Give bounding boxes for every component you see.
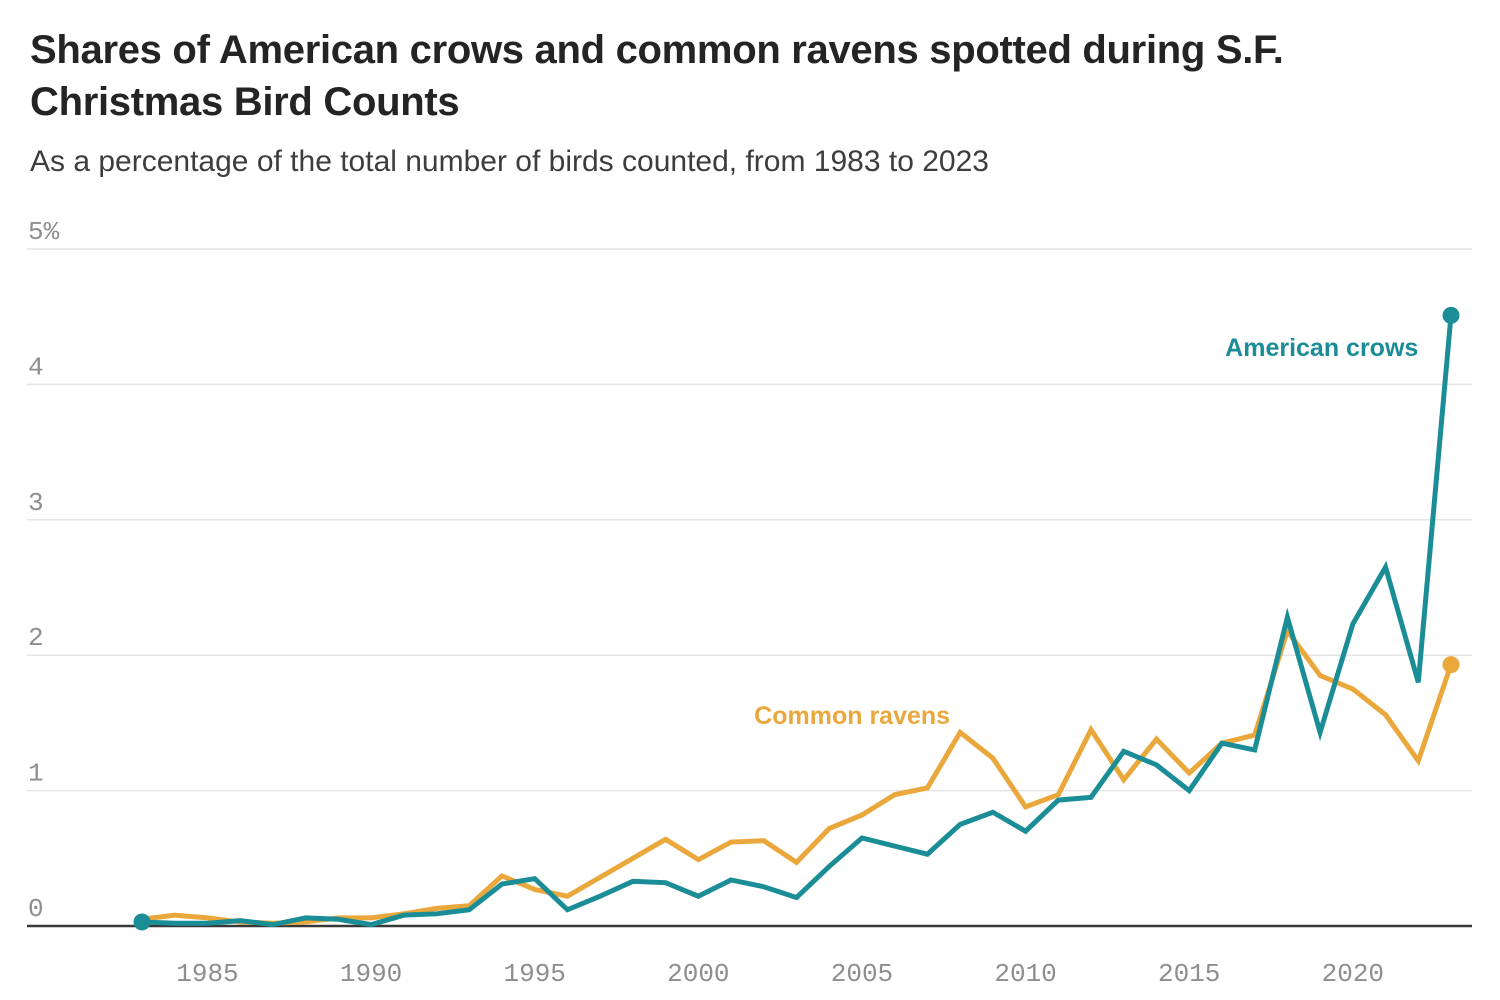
label-american-crows: American crows	[1225, 334, 1418, 362]
y-tick-label: 3	[28, 488, 44, 518]
y-tick-label: 5%	[28, 217, 60, 247]
chart-subtitle: As a percentage of the total number of b…	[30, 145, 989, 178]
x-tick-label: 1990	[340, 959, 402, 989]
x-tick-label: 2000	[667, 959, 729, 989]
x-tick-label: 2005	[831, 959, 893, 989]
line-common-ravens	[139, 625, 1454, 926]
y-tick-label: 4	[28, 352, 44, 382]
x-tick-label: 2020	[1322, 959, 1384, 989]
y-tick-label: 2	[28, 623, 44, 653]
end-dot-american-crows	[1442, 306, 1460, 324]
end-dot-common-ravens	[1442, 656, 1460, 674]
x-tick-label: 1985	[176, 959, 238, 989]
start-dot-american-crows	[133, 913, 151, 931]
chart-header: Shares of American crows and common rave…	[30, 24, 1380, 180]
x-tick-label: 1995	[503, 959, 565, 989]
y-tick-label: 0	[28, 894, 44, 924]
x-tick-label: 2015	[1158, 959, 1220, 989]
y-tick-label: 1	[28, 759, 44, 789]
line-american-crows	[139, 312, 1454, 928]
x-tick-label: 2010	[994, 959, 1056, 989]
label-common-ravens: Common ravens	[754, 702, 950, 730]
chart-title: Shares of American crows and common rave…	[30, 28, 1284, 124]
